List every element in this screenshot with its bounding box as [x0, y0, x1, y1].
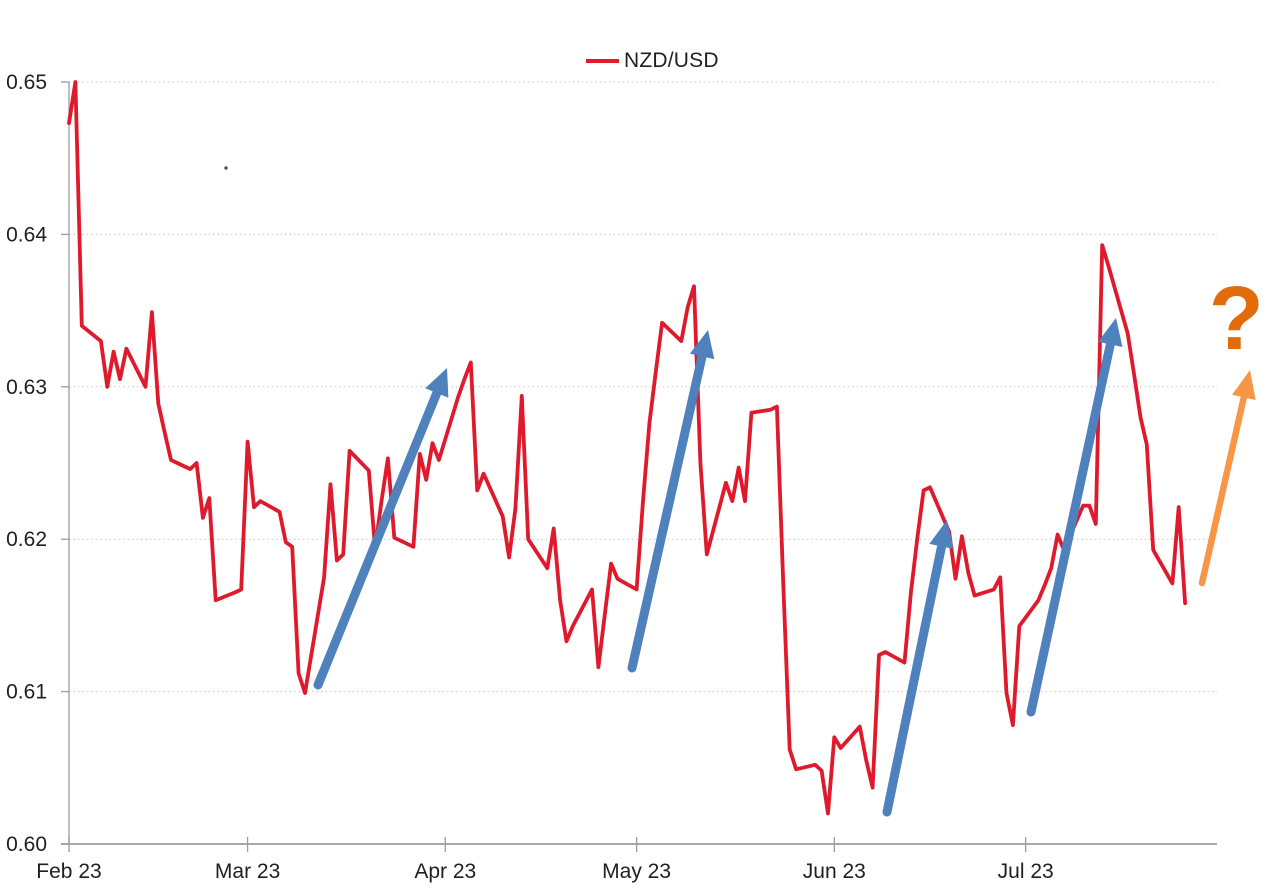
- legend: NZD/USD: [586, 49, 719, 73]
- forecast-arrow-icon-shaft: [1198, 394, 1248, 587]
- trend-arrow-icon-shaft: [1026, 339, 1115, 717]
- y-axis-label: 0.60: [6, 833, 47, 856]
- price-line: [67, 80, 1187, 816]
- x-axis-label: Jul 23: [998, 860, 1054, 883]
- trend-arrow-icon-shaft: [627, 351, 707, 673]
- x-axis-label: Jun 23: [803, 860, 866, 883]
- legend-line-marker: [586, 59, 619, 63]
- stray-dot: [224, 166, 228, 170]
- y-axis-label: 0.64: [6, 223, 47, 246]
- trend-arrow-icon-head: [929, 520, 954, 549]
- x-axis-label: Feb 23: [36, 860, 101, 883]
- x-axis-label: Apr 23: [414, 860, 476, 883]
- question-mark-annotation: ?: [1208, 269, 1264, 369]
- trend-arrow-icon-head: [425, 368, 449, 398]
- trend-arrow-icon-shaft: [882, 541, 947, 817]
- trend-arrow-icon-shaft: [313, 388, 442, 690]
- x-axis-label: May 23: [602, 860, 671, 883]
- trend-arrow-icon-head: [1098, 318, 1123, 347]
- trend-arrow-icon-head: [689, 330, 715, 360]
- legend-series-label: NZD/USD: [624, 49, 719, 72]
- x-axis-label: Mar 23: [215, 860, 280, 883]
- forecast-arrow-icon-head: [1232, 370, 1256, 400]
- y-axis-label: 0.61: [6, 681, 47, 704]
- y-axis-label: 0.63: [6, 376, 47, 399]
- y-axis-label: 0.65: [6, 71, 47, 94]
- y-axis-label: 0.62: [6, 528, 47, 551]
